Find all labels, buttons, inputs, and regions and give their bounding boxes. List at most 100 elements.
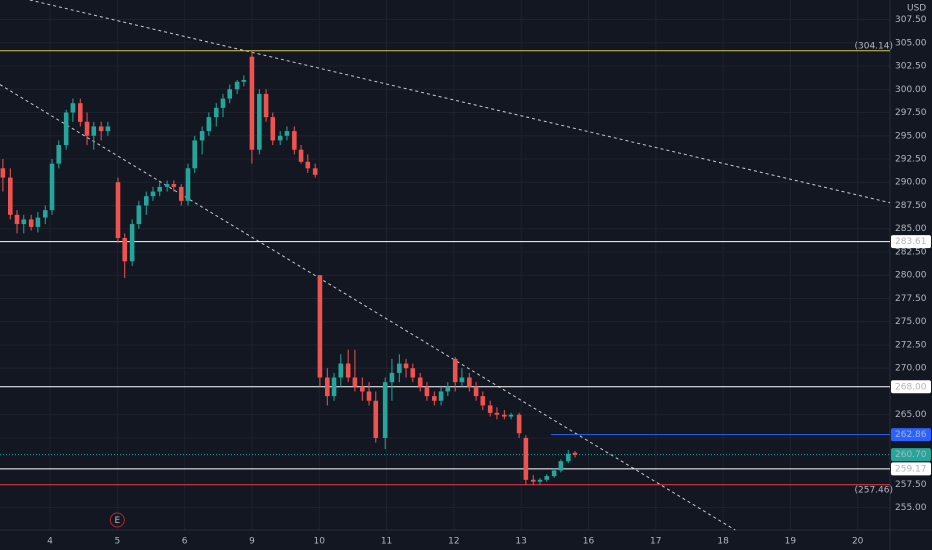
x-tick-label: 5 (114, 537, 120, 547)
earnings-marker-label: E (114, 516, 120, 526)
candle-body (129, 224, 135, 262)
price-tag (891, 235, 931, 249)
candle-body (397, 363, 402, 373)
candle-body (544, 476, 550, 480)
candle-body (305, 161, 311, 169)
candle-body (122, 238, 128, 262)
y-tick-label: 290.00 (895, 178, 927, 188)
candle-body (373, 400, 379, 438)
y-tick-label: 287.50 (895, 201, 927, 211)
x-tick-label: 19 (785, 537, 797, 547)
candle-body (445, 386, 451, 392)
x-tick-label: 11 (381, 537, 392, 547)
candle-body (284, 131, 290, 136)
candle-body (473, 386, 479, 397)
y-tick-label: 282.50 (895, 247, 927, 257)
y-tick-label: 272.50 (895, 340, 927, 350)
y-tick-label: 302.50 (895, 62, 927, 72)
price-tag-label: 283.61 (895, 237, 927, 247)
candle-body (432, 396, 437, 401)
candle-body (249, 56, 255, 150)
candle-body (14, 214, 20, 225)
candle-body (317, 275, 323, 378)
candle-body (143, 196, 149, 206)
y-tick-label: 292.50 (895, 155, 927, 165)
candle-body (49, 163, 55, 211)
candle-body (150, 191, 156, 197)
candle-body (21, 219, 27, 225)
candle-body (277, 135, 283, 141)
candle-body (213, 107, 219, 118)
candle-body (438, 391, 444, 401)
candle-body (331, 377, 337, 397)
candle-body (551, 470, 557, 477)
y-tick-label: 255.00 (895, 503, 927, 513)
y-tick-label: 265.00 (895, 410, 927, 420)
candle-body (572, 452, 578, 455)
candle-body (325, 377, 330, 397)
price-tag (891, 380, 931, 394)
candle-body (0, 168, 6, 178)
candle-body (77, 103, 83, 122)
x-tick-label: 17 (650, 537, 661, 547)
candle-body (537, 479, 543, 482)
candle-body (558, 461, 564, 471)
candle-body (35, 217, 41, 227)
candle-body (164, 184, 170, 187)
price-level-label: (304.14) (854, 41, 893, 51)
candle-body (192, 140, 198, 169)
candle-body (424, 386, 430, 397)
candle-body (56, 145, 62, 164)
x-tick-label: 9 (249, 537, 255, 547)
candle-body (84, 121, 90, 136)
price-tag-label: 259.17 (895, 464, 927, 474)
candle-body (452, 358, 458, 383)
y-tick-label: 280.00 (895, 271, 927, 281)
candle-body (352, 377, 358, 387)
candle-body (508, 414, 514, 417)
candle-body (338, 363, 344, 378)
price-tag-label: 260.70 (895, 450, 927, 460)
candle-body (91, 126, 97, 136)
candle-body (227, 89, 233, 99)
price-tag-label: 262.86 (895, 430, 927, 440)
y-tick-label: 277.50 (895, 294, 927, 304)
y-tick-label: 305.00 (895, 38, 927, 48)
candle-body (115, 182, 121, 239)
candle-body (136, 205, 142, 225)
candle-body (403, 363, 409, 369)
candle-body (516, 414, 522, 434)
candle-body (459, 377, 465, 383)
candle-body (298, 149, 304, 162)
candle-body (220, 98, 226, 108)
candle-body (487, 405, 493, 413)
candle-body (494, 412, 500, 415)
candle-body (389, 372, 395, 383)
candle-body (105, 126, 111, 132)
candle-body (178, 186, 184, 201)
candle-body (502, 414, 507, 417)
y-tick-label: 257.50 (895, 480, 927, 490)
candle-body (157, 186, 163, 192)
earnings-marker (109, 512, 125, 528)
candle-body (312, 168, 318, 175)
x-tick-label: 16 (583, 537, 595, 547)
x-tick-label: 20 (852, 537, 864, 547)
y-tick-label: 300.00 (895, 85, 927, 95)
price-tag-label: 268.00 (895, 382, 927, 392)
candle-body (241, 79, 247, 82)
currency-label: USD (907, 4, 926, 14)
candle-body (565, 453, 571, 462)
x-tick-label: 10 (314, 537, 326, 547)
candle-body (185, 168, 191, 201)
trendline (0, 84, 736, 531)
candle-body (382, 382, 388, 438)
y-tick-label: 285.00 (895, 224, 927, 234)
x-tick-label: 4 (47, 537, 53, 547)
candle-body (199, 131, 205, 141)
candle-body (171, 184, 177, 187)
candle-body (467, 377, 472, 387)
price-tag (891, 428, 931, 442)
y-tick-label: 275.00 (895, 317, 927, 327)
